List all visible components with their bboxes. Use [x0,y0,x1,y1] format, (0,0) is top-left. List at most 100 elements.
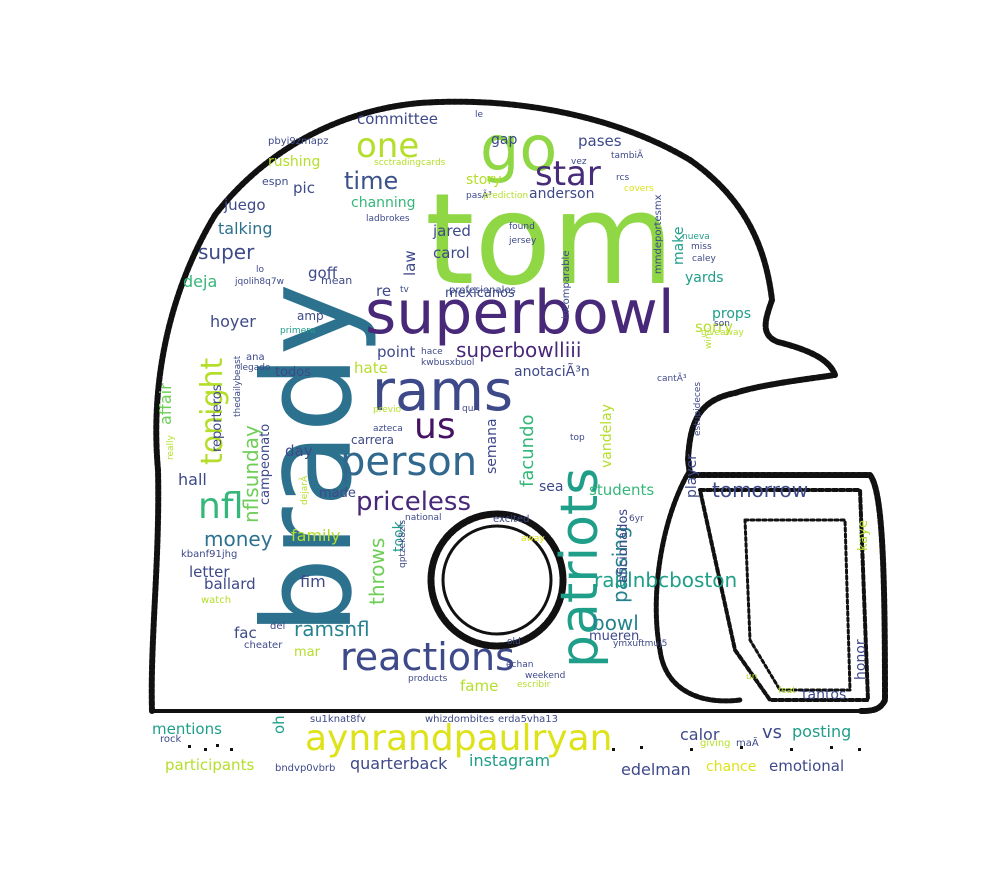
word-57: todos [275,365,311,380]
word-99: bndvp0vbrb [275,763,335,774]
word-2: brady [237,283,379,635]
word-53: hoyer [210,312,256,331]
word-52: props [712,306,751,322]
word-7: person [340,439,477,485]
word-55: point [377,343,415,361]
word-51: sorry [695,318,733,336]
word-114: nueva [682,232,710,242]
word-105: rcs [616,173,629,183]
word-86: instagram [469,751,550,770]
word-41: talking [218,219,273,238]
word-88: posting [792,722,851,741]
word-38: espn [262,175,288,188]
word-133: azteca [373,424,403,434]
word-115: miss [691,242,712,252]
word-47: mean [321,274,352,287]
word-152: un [746,672,757,682]
word-138: qptzek8zls [398,520,408,568]
word-32: pases [578,132,622,150]
word-cloud-words: tombradysuperbowlramspatriotsgopersonrea… [152,110,871,779]
word-23: tomorrow [712,478,808,502]
word-19: facundo [517,414,538,487]
word-145: cheater [244,640,283,651]
word-100: pbyi9zmapz [268,136,328,147]
word-110: ladbrokes [366,214,410,224]
word-121: son [714,319,730,329]
word-97: whizdombites [425,714,494,725]
word-21: passing [608,526,632,603]
word-46: goff [308,264,338,282]
word-71: took [391,520,407,552]
word-27: bowl [592,611,639,635]
word-35: pic [293,179,315,197]
word-13: star [535,154,601,194]
word-26: ramsnfl [294,617,370,641]
word-129: cantÃ³ [657,373,687,384]
word-111: incomparable [561,251,572,319]
word-80: kaye [856,520,871,551]
word-49: yards [685,270,724,286]
word-24: money [204,527,273,551]
word-18: nflsunday [239,425,263,523]
word-81: tantos [802,687,846,703]
word-132: quÃ [462,403,480,414]
word-70: family [291,526,340,545]
word-130: estupideces [693,382,703,436]
word-108: prediction [483,191,528,201]
word-62: campeonato [258,424,273,505]
word-22: raulnbcboston [594,568,737,592]
word-58: reporteros [210,384,225,452]
word-103: vez [571,157,587,167]
word-20: throws [365,538,389,605]
word-102: le [475,110,484,120]
word-85: quarterback [350,754,448,773]
word-59: anotaciÃ³n [514,363,590,380]
word-42: jared [432,222,471,240]
word-109: mmdeportesmx [653,194,664,274]
word-72: letter [189,563,230,581]
word-107: pasÃ³ [466,190,492,201]
word-31: committee [357,110,438,128]
base-dots-icon [188,744,861,751]
word-142: kbanf91jhg [181,549,237,560]
word-79: honor [853,639,869,680]
word-112: found [509,222,535,232]
word-137: national [405,513,441,523]
word-76: mar [294,645,321,660]
word-123: ana [246,352,265,363]
word-154: win [704,333,714,349]
word-30: law [401,250,419,276]
word-37: anderson [529,186,594,202]
word-106: covers [624,184,654,194]
word-10: nfl [198,486,244,527]
word-78: mueren [589,629,639,644]
word-45: deja [183,272,217,291]
word-12: tonight [195,357,230,465]
word-139: excited [493,514,529,525]
word-146: old [507,637,521,647]
word-8: reactions [340,635,515,679]
word-135: really [166,434,176,460]
word-67: sea [539,479,564,495]
word-101: scctradingcards [374,158,446,168]
word-69: player [684,454,700,498]
word-124: legado [240,363,271,373]
word-9: aynrandpaulryan [305,718,612,759]
word-65: carrera [351,433,394,447]
word-84: oh [270,715,288,734]
word-136: dejarÃ [299,475,310,505]
word-147: ymxuftmuj5 [613,639,667,649]
word-33: gap [491,132,517,148]
word-83: mentions [152,720,222,738]
word-95: maÃ [736,736,759,749]
word-63: hall [178,470,207,489]
word-4: rams [372,359,513,424]
word-93: rock [160,734,182,745]
word-128: hace [421,347,443,357]
word-149: escribir [517,680,551,690]
word-39: channing [351,195,416,211]
word-125: primera [280,326,315,336]
word-96: su1knat8fv [310,714,366,725]
word-117: lo [256,265,265,275]
word-153: feat [778,686,796,696]
